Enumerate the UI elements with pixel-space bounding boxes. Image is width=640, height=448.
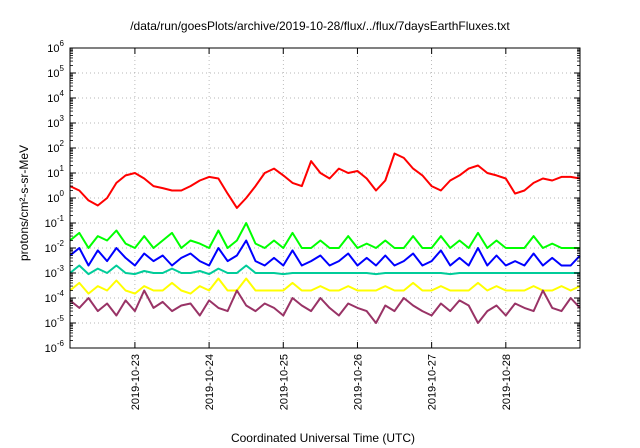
y-tick-label: 103 (47, 114, 64, 130)
y-tick-label: 10-4 (45, 289, 65, 305)
x-axis-label: Coordinated Universal Time (UTC) (231, 431, 415, 445)
series-6-line (69, 289, 581, 324)
series-4-line (69, 264, 580, 276)
y-tick-label: 105 (47, 64, 64, 80)
x-tick-label: 2019-10-27 (427, 354, 439, 410)
y-tick-label: 102 (47, 139, 64, 155)
y-tick-label: 100 (47, 189, 64, 205)
y-tick-label: 10-1 (45, 214, 65, 230)
x-tick-label: 2019-10-25 (278, 354, 290, 410)
series-group (69, 152, 581, 324)
series-3-line (69, 239, 581, 267)
x-tick-label: 2019-10-23 (130, 354, 142, 410)
x-tick-label: 2019-10-26 (352, 354, 364, 410)
series-5-line (69, 277, 581, 295)
y-tick-label: 10-6 (45, 339, 65, 355)
series-2-line (69, 222, 580, 249)
series-1-line (69, 152, 581, 209)
y-tick-label: 106 (47, 39, 64, 55)
y-tick-label: 10-2 (45, 239, 65, 255)
y-axis-label: protons/cm²-s-sr-MeV (17, 145, 31, 261)
y-tick-label: 10-3 (45, 264, 65, 280)
y-tick-label: 10-5 (45, 314, 65, 330)
chart-title: /data/run/goesPlots/archive/2019-10-28/f… (130, 19, 510, 33)
x-tick-label: 2019-10-24 (204, 354, 216, 410)
y-tick-label: 101 (47, 164, 64, 180)
y-axis: 10-6 10-5 10-4 10-3 10-2 10-1 100 101 102 103 104 1… (45, 39, 580, 355)
y-tick-label: 104 (47, 89, 64, 105)
x-tick-label: 2019-10-28 (501, 354, 513, 410)
x-axis: 2019-10-23 2019-10-24 2019-10-25 2019-10-26… (130, 48, 513, 410)
